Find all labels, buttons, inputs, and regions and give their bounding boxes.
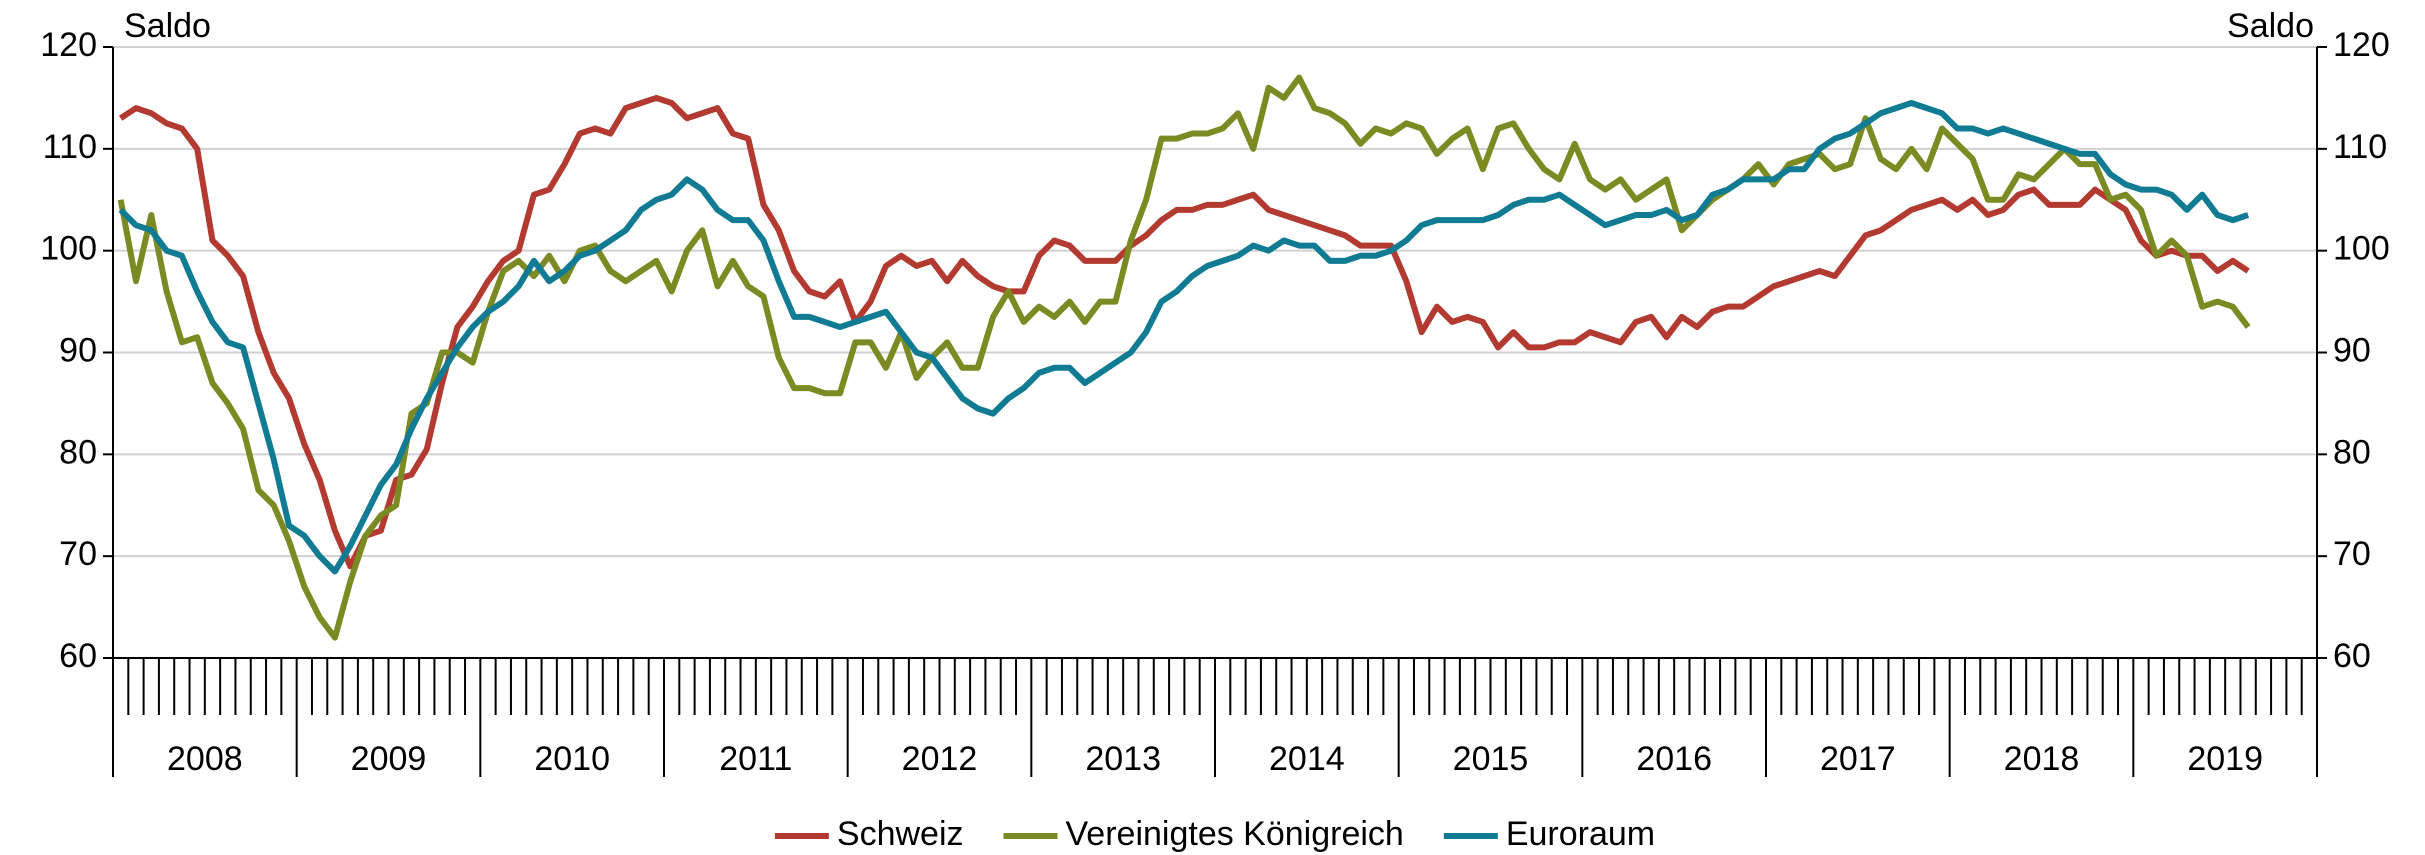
x-tick-label: 2015 (1453, 740, 1529, 778)
x-tick-label: 2013 (1085, 740, 1161, 778)
y2-tick-label: 110 (2333, 128, 2387, 166)
series-line (118, 94, 2250, 570)
y2-tick-label: 90 (2333, 331, 2371, 369)
legend-label: Euroraum (1506, 815, 1655, 853)
y-tick-label: 100 (40, 230, 97, 268)
y2-tick-label: 120 (2333, 26, 2390, 64)
y-tick-label: 70 (59, 535, 97, 573)
x-tick-label: 2018 (2004, 740, 2080, 778)
x-tick-label: 2016 (1636, 740, 1712, 778)
x-tick-label: 2012 (902, 740, 978, 778)
legend-label: Vereinigtes Königreich (1066, 815, 1404, 853)
y2-tick-label: 80 (2333, 433, 2371, 471)
x-tick-label: 2017 (1820, 740, 1896, 778)
x-tick-label: 2008 (167, 740, 243, 778)
x-tick-label: 2011 (719, 740, 792, 778)
x-tick-label: 2009 (351, 740, 427, 778)
series-line (117, 74, 2251, 641)
y-tick-label: 60 (59, 637, 97, 675)
y2-tick-label: 100 (2333, 230, 2390, 268)
x-tick-label: 2019 (2187, 740, 2263, 778)
y2-tick-label: 70 (2333, 535, 2371, 573)
y-axis-label: Saldo (124, 7, 211, 45)
y2-axis-label: Saldo (2227, 7, 2314, 45)
x-tick-label: 2014 (1269, 740, 1345, 778)
y2-tick-label: 60 (2333, 637, 2371, 675)
y-tick-label: 80 (59, 433, 97, 471)
y-tick-label: 110 (43, 128, 97, 166)
legend-label: Schweiz (837, 815, 964, 853)
x-tick-label: 2010 (534, 740, 610, 778)
y-tick-label: 120 (40, 26, 97, 64)
y-tick-label: 90 (59, 331, 97, 369)
series-line (118, 100, 2250, 575)
